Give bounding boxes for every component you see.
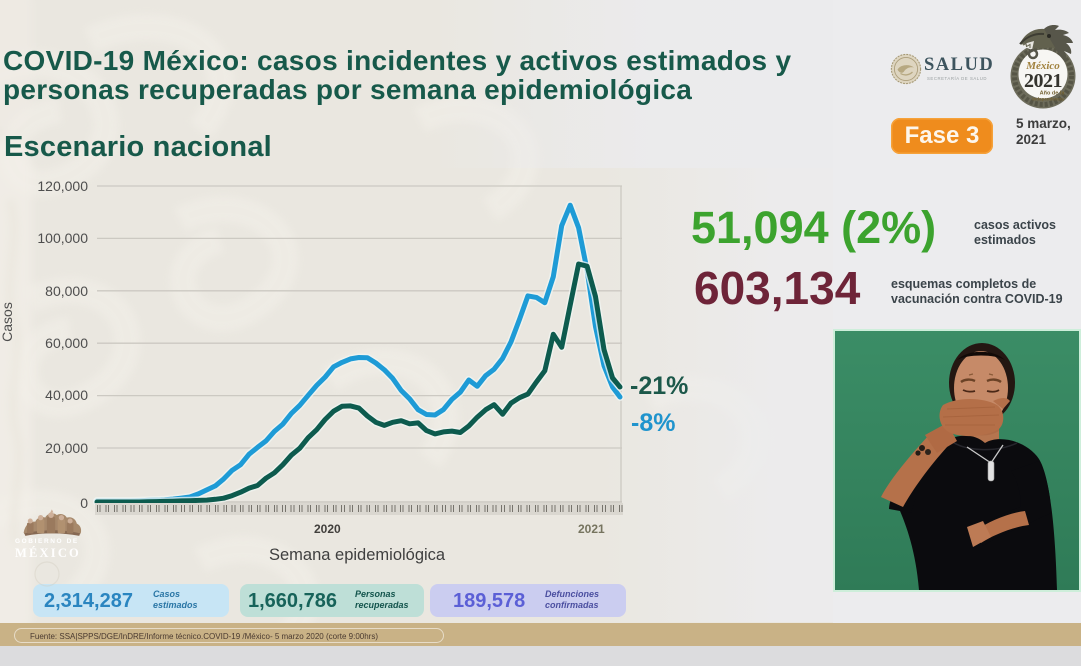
svg-text:Año de la: Año de la [1040, 91, 1066, 97]
svg-text:2021: 2021 [1024, 70, 1062, 92]
svg-text:México: México [1025, 60, 1060, 72]
svg-text:MÉXICO: MÉXICO [15, 546, 81, 560]
svg-text:Independencia: Independencia [1032, 97, 1064, 102]
svg-text:GOBIERNO DE: GOBIERNO DE [15, 538, 79, 545]
